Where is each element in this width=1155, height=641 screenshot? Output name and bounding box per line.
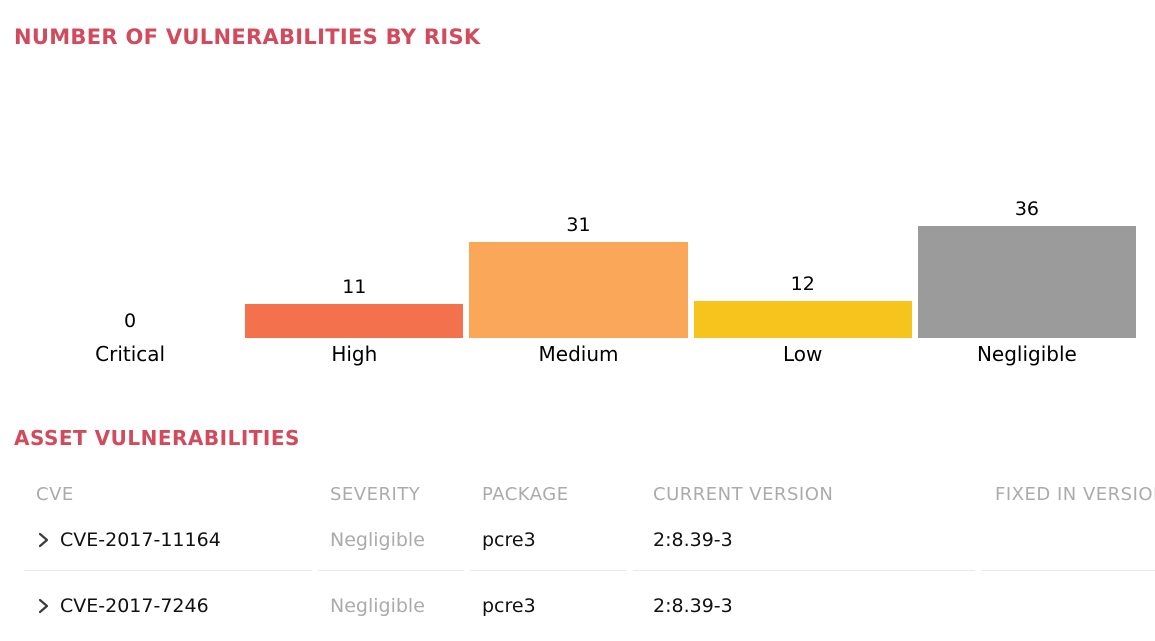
column-header-current-version: CURRENT VERSION xyxy=(653,483,834,505)
cve-cell[interactable]: CVE-2017-7246 xyxy=(24,571,312,641)
vulnerabilities-bar-chart: 0 11 31 12 36 xyxy=(0,88,1155,338)
expand-chevron-icon[interactable] xyxy=(36,598,50,614)
category-label-low: Low xyxy=(783,342,823,366)
bar-value-label: 31 xyxy=(566,214,591,236)
chart-category-axis: Critical High Medium Low Negligible xyxy=(0,342,1155,366)
package-cell: pcre3 xyxy=(482,595,536,617)
category-label-high: High xyxy=(331,342,378,366)
bar-low xyxy=(693,301,912,338)
package-cell: pcre3 xyxy=(470,509,627,571)
asset-vulnerabilities-title: ASSET VULNERABILITIES xyxy=(14,426,300,450)
fixed-version-cell xyxy=(981,571,1155,641)
current-version-cell: 2:8.39-3 xyxy=(633,509,975,571)
severity-cell: Negligible xyxy=(318,509,464,571)
expand-chevron-icon[interactable] xyxy=(36,532,50,548)
table-row[interactable]: CVE-2017-11164 Negligible pcre3 2:8.39-3 xyxy=(24,509,1155,571)
table-header-row: CVE SEVERITY PACKAGE CURRENT VERSION FIX… xyxy=(24,479,1155,509)
column-header-package: PACKAGE xyxy=(482,483,569,505)
column-header-severity: SEVERITY xyxy=(330,483,421,505)
asset-vulnerabilities-table: CVE SEVERITY PACKAGE CURRENT VERSION FIX… xyxy=(24,479,1155,641)
cve-id: CVE-2017-11164 xyxy=(60,528,221,551)
bar-medium xyxy=(469,242,688,338)
current-version-cell: 2:8.39-3 xyxy=(653,595,733,617)
bar-value-label: 11 xyxy=(342,276,367,298)
bar-high xyxy=(245,304,464,338)
table-row[interactable]: CVE-2017-7246 Negligible pcre3 2:8.39-3 xyxy=(24,571,1155,641)
cve-id: CVE-2017-7246 xyxy=(60,595,209,617)
chart-bar-group-high: 11 xyxy=(245,88,464,338)
category-label-medium: Medium xyxy=(538,342,619,366)
chart-bar-group-negligible: 36 xyxy=(917,88,1137,338)
chart-bar-group-critical: 0 xyxy=(21,88,239,338)
category-label-critical: Critical xyxy=(95,342,166,366)
column-header-fixed-in-version: FIXED IN VERSION xyxy=(995,483,1155,505)
bar-negligible xyxy=(917,226,1137,338)
severity-cell: Negligible xyxy=(330,595,425,617)
chart-bar-group-low: 12 xyxy=(693,88,912,338)
bar-value-label: 12 xyxy=(790,273,815,295)
chart-title: NUMBER OF VULNERABILITIES BY RISK xyxy=(14,25,481,49)
category-label-negligible: Negligible xyxy=(976,342,1077,366)
column-header-cve: CVE xyxy=(36,483,74,505)
bar-value-label: 36 xyxy=(1014,198,1039,220)
chart-bar-group-medium: 31 xyxy=(469,88,688,338)
bar-value-label: 0 xyxy=(124,310,137,332)
cve-cell[interactable]: CVE-2017-11164 xyxy=(24,509,312,571)
fixed-version-cell xyxy=(981,509,1155,571)
